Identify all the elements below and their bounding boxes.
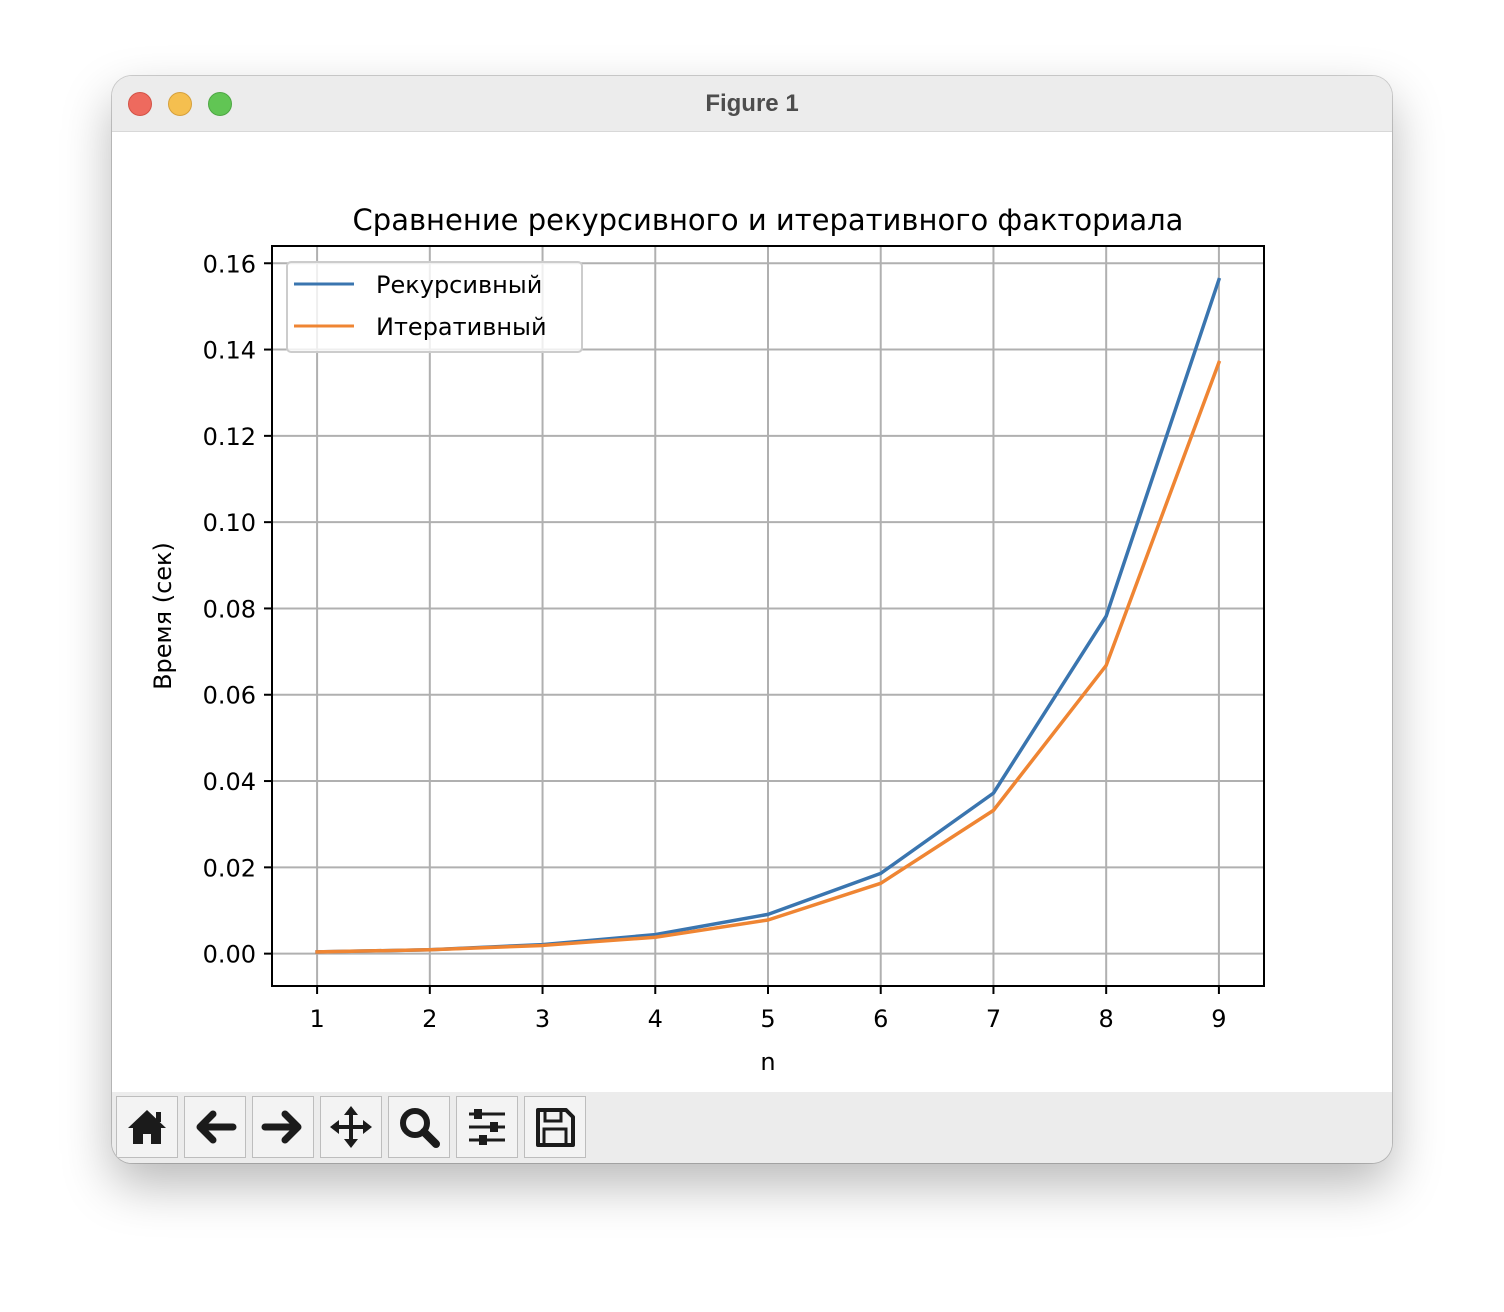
figure-window: Figure 1 1 2 3 4 5 6 7 8 9 0.00 0.02 0.04 0.06 0.08 0.… xyxy=(112,76,1392,1163)
x-tick-label: 6 xyxy=(873,1005,888,1033)
title-bar: Figure 1 xyxy=(112,76,1392,132)
navigation-toolbar xyxy=(112,1092,1392,1163)
x-tick-label: 9 xyxy=(1211,1005,1226,1033)
series-lines xyxy=(315,277,1222,954)
home-button[interactable] xyxy=(116,1096,178,1158)
home-icon xyxy=(128,1110,166,1144)
arrow-left-icon xyxy=(196,1110,237,1144)
minimize-window-button[interactable] xyxy=(168,92,192,116)
magnifier-icon xyxy=(400,1108,440,1148)
legend: Рекурсивный Итеративный xyxy=(286,261,583,353)
x-tick-label: 8 xyxy=(1099,1005,1114,1033)
figure-canvas[interactable]: 1 2 3 4 5 6 7 8 9 0.00 0.02 0.04 0.06 0.08 0.10 0.12 0.1… xyxy=(112,132,1392,1092)
x-tick-label: 1 xyxy=(309,1005,324,1033)
arrow-right-icon xyxy=(261,1110,302,1144)
pan-button[interactable] xyxy=(320,1096,382,1158)
legend-label-recursive: Рекурсивный xyxy=(376,271,542,299)
chart-title: Сравнение рекурсивного и итеративного фа… xyxy=(353,203,1184,237)
y-tick-label: 0.06 xyxy=(203,682,256,710)
chart: 1 2 3 4 5 6 7 8 9 0.00 0.02 0.04 0.06 0.08 0.10 0.12 0.1… xyxy=(149,203,1265,1076)
y-tick-label: 0.12 xyxy=(203,423,256,451)
y-tick-label: 0.14 xyxy=(203,337,256,365)
floppy-disk-icon xyxy=(536,1108,575,1147)
legend-label-iterative: Итеративный xyxy=(376,313,547,341)
forward-button[interactable] xyxy=(252,1096,314,1158)
grid-lines xyxy=(272,246,1264,986)
y-tick-label: 0.10 xyxy=(203,509,256,537)
window-title: Figure 1 xyxy=(705,90,799,117)
configure-subplots-button[interactable] xyxy=(456,1096,518,1158)
x-tick-label: 3 xyxy=(535,1005,550,1033)
x-tick-label: 5 xyxy=(760,1005,775,1033)
save-button[interactable] xyxy=(524,1096,586,1158)
y-tick-label: 0.04 xyxy=(203,768,256,796)
y-tick-label: 0.08 xyxy=(203,595,256,623)
y-tick-label: 0.00 xyxy=(203,941,256,969)
x-tick-label: 4 xyxy=(648,1005,663,1033)
close-window-button[interactable] xyxy=(128,92,152,116)
y-tick-label: 0.16 xyxy=(203,250,256,278)
sliders-icon xyxy=(469,1109,505,1145)
y-axis-label: Время (сек) xyxy=(149,542,177,690)
y-tick-label: 0.02 xyxy=(203,854,256,882)
series-line-iterative xyxy=(315,360,1222,954)
axis-ticks: 1 2 3 4 5 6 7 8 9 0.00 0.02 0.04 0.06 0.08 0.10 0.12 0.1… xyxy=(203,250,1227,1033)
x-axis-label: n xyxy=(760,1048,775,1076)
legend-box xyxy=(286,261,583,353)
x-tick-label: 2 xyxy=(422,1005,437,1033)
x-tick-label: 7 xyxy=(986,1005,1001,1033)
maximize-window-button[interactable] xyxy=(208,92,232,116)
move-icon xyxy=(330,1106,372,1148)
back-button[interactable] xyxy=(184,1096,246,1158)
zoom-button[interactable] xyxy=(388,1096,450,1158)
